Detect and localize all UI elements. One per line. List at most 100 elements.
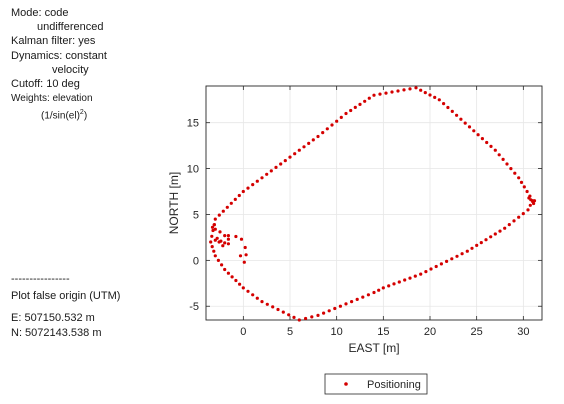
data-point <box>344 111 348 116</box>
legend-label: Positioning <box>367 379 421 391</box>
data-point <box>255 179 259 183</box>
easting-value: E: 507150.532 m <box>11 312 95 324</box>
y-tick-label: -5 <box>189 301 199 313</box>
data-point <box>450 257 454 261</box>
data-point <box>221 244 225 248</box>
x-tick-label: 30 <box>517 326 529 338</box>
data-point <box>226 234 230 238</box>
data-point <box>522 185 526 189</box>
data-point <box>513 171 517 175</box>
data-point <box>484 238 488 242</box>
data-point <box>463 121 467 125</box>
data-point <box>238 282 242 286</box>
data-point <box>521 212 525 216</box>
data-point <box>528 203 532 207</box>
y-tick-label: 15 <box>187 118 199 130</box>
positioning-points <box>209 86 537 322</box>
northing-value: N: 5072143.538 m <box>11 327 102 339</box>
data-point <box>316 134 320 139</box>
data-point <box>225 205 229 209</box>
data-point <box>367 96 371 100</box>
data-point <box>396 89 400 93</box>
data-point <box>498 229 502 233</box>
data-point <box>230 275 234 279</box>
y-tick-label: 0 <box>193 255 199 267</box>
data-point <box>274 165 278 169</box>
data-point <box>424 270 428 274</box>
data-point <box>497 153 501 157</box>
data-point <box>213 217 217 221</box>
dynamics-label: Dynamics: constant <box>11 50 107 62</box>
separator: ---------------- <box>11 273 70 285</box>
data-point <box>276 307 280 312</box>
y-tick-label: 5 <box>193 209 199 221</box>
data-point <box>244 253 248 257</box>
data-point <box>310 315 314 319</box>
data-point <box>392 282 396 286</box>
data-point <box>526 208 530 212</box>
data-point <box>213 254 217 258</box>
data-point <box>217 240 221 244</box>
data-point <box>489 144 493 148</box>
origin-title: Plot false origin (UTM) <box>11 290 121 302</box>
data-point <box>442 102 446 106</box>
data-point <box>325 127 329 131</box>
data-point <box>210 225 215 229</box>
data-point <box>525 189 529 194</box>
data-point <box>467 125 472 129</box>
data-point <box>283 159 287 163</box>
data-point <box>519 180 524 184</box>
data-point <box>503 226 507 230</box>
data-point <box>304 316 308 321</box>
data-point <box>485 140 489 145</box>
data-point <box>279 162 283 166</box>
data-point <box>238 254 243 258</box>
grid <box>206 86 542 320</box>
x-tick-label: 15 <box>377 326 389 338</box>
data-point <box>212 249 216 253</box>
data-point <box>372 290 376 295</box>
data-point <box>532 201 536 206</box>
data-point <box>476 133 480 137</box>
data-point <box>234 234 238 239</box>
data-point <box>297 148 301 152</box>
data-point <box>408 87 412 91</box>
dynamics-value: velocity <box>52 64 89 76</box>
x-tick-label: 25 <box>471 326 483 338</box>
data-point <box>455 254 459 258</box>
data-point <box>251 183 255 187</box>
data-point <box>390 90 394 94</box>
data-point <box>223 267 227 272</box>
data-point <box>243 245 247 250</box>
data-point <box>501 157 505 161</box>
data-point <box>465 249 469 253</box>
data-point <box>408 276 412 280</box>
data-point <box>246 186 250 190</box>
cutoff-label: Cutoff: 10 deg <box>11 78 80 90</box>
data-point <box>493 148 497 152</box>
data-point <box>428 93 432 97</box>
data-point <box>327 309 331 313</box>
data-point <box>378 92 382 96</box>
data-point <box>414 86 418 90</box>
legend-box <box>324 373 428 395</box>
data-point <box>403 278 407 282</box>
data-point <box>433 95 437 99</box>
data-point <box>210 234 214 238</box>
data-point <box>338 304 342 308</box>
data-point <box>292 315 296 319</box>
x-tick-label: 10 <box>331 326 343 338</box>
data-point <box>265 302 269 306</box>
data-point <box>377 288 381 292</box>
data-point <box>402 88 406 92</box>
data-point <box>363 99 367 103</box>
data-point <box>260 176 264 180</box>
data-point <box>381 286 385 290</box>
data-point <box>281 310 285 314</box>
mode-value: undifferenced <box>37 21 104 33</box>
data-point <box>226 271 230 275</box>
data-point <box>210 245 214 249</box>
data-point <box>335 119 339 123</box>
data-point <box>434 264 438 269</box>
